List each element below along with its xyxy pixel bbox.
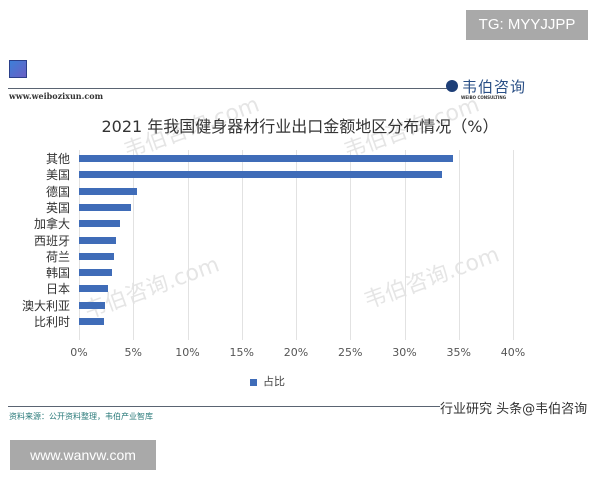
gridline xyxy=(133,150,135,340)
bar xyxy=(79,155,454,162)
gridline xyxy=(79,150,80,340)
bar xyxy=(79,187,137,195)
category-label: 美国 xyxy=(45,168,70,183)
category-label: 澳大利亚 xyxy=(21,298,70,313)
x-tick-label: 35% xyxy=(446,346,471,359)
chart-plot-area xyxy=(79,150,514,340)
gridline xyxy=(458,150,460,340)
tg-label-overlay: TG: MYYJJPP xyxy=(466,10,588,40)
bar xyxy=(79,220,121,228)
legend-swatch xyxy=(250,378,257,386)
site-label-overlay: www.wanvw.com xyxy=(10,440,156,470)
category-label: 荷兰 xyxy=(45,249,70,264)
category-label: 英国 xyxy=(45,200,70,215)
gridline xyxy=(296,150,297,340)
chart-legend: 占比 xyxy=(250,373,285,389)
category-label: 韩国 xyxy=(45,266,70,281)
footer-attribution: 行业研究 头条@韦伯咨询 xyxy=(440,402,588,417)
bar xyxy=(79,269,112,277)
x-tick-label: 25% xyxy=(338,346,363,359)
bar xyxy=(79,252,114,260)
x-tick-label: 15% xyxy=(229,346,254,359)
bar xyxy=(79,318,104,325)
gridline xyxy=(513,150,514,340)
brand-name: 韦伯咨询 xyxy=(462,78,527,96)
bar xyxy=(79,236,116,244)
brand-subtitle: WEIBO CONSULTING xyxy=(461,95,507,100)
bar xyxy=(79,171,443,179)
x-tick-label: 10% xyxy=(175,346,200,359)
category-label: 其他 xyxy=(45,152,70,166)
category-label: 西班牙 xyxy=(33,233,70,248)
legend-label: 占比 xyxy=(263,375,285,388)
bar xyxy=(79,285,109,293)
category-label: 日本 xyxy=(45,282,70,297)
website-url: www.weibozixun.com xyxy=(9,91,104,101)
category-label: 德国 xyxy=(45,184,70,199)
x-tick-label: 40% xyxy=(500,346,526,359)
bar xyxy=(79,203,132,211)
gridline xyxy=(404,150,406,340)
bar xyxy=(79,301,106,309)
source-note: 资料来源：公开资料整理，韦伯产业智库 xyxy=(9,412,153,421)
gridline xyxy=(241,150,243,340)
x-tick-label: 30% xyxy=(392,346,417,359)
x-tick-label: 20% xyxy=(283,346,309,359)
x-tick-label: 5% xyxy=(124,346,142,359)
footer-divider xyxy=(8,406,440,407)
category-label: 加拿大 xyxy=(33,217,70,232)
gridline xyxy=(187,150,189,340)
chart-title: 2021 年我国健身器材行业出口金额地区分布情况（%） xyxy=(101,117,499,136)
brand-logo-icon xyxy=(446,80,458,92)
header-square-icon xyxy=(9,60,27,78)
category-label: 比利时 xyxy=(33,315,70,329)
gridline xyxy=(350,150,352,340)
x-tick-label: 0% xyxy=(70,346,88,359)
header-divider xyxy=(8,88,448,89)
